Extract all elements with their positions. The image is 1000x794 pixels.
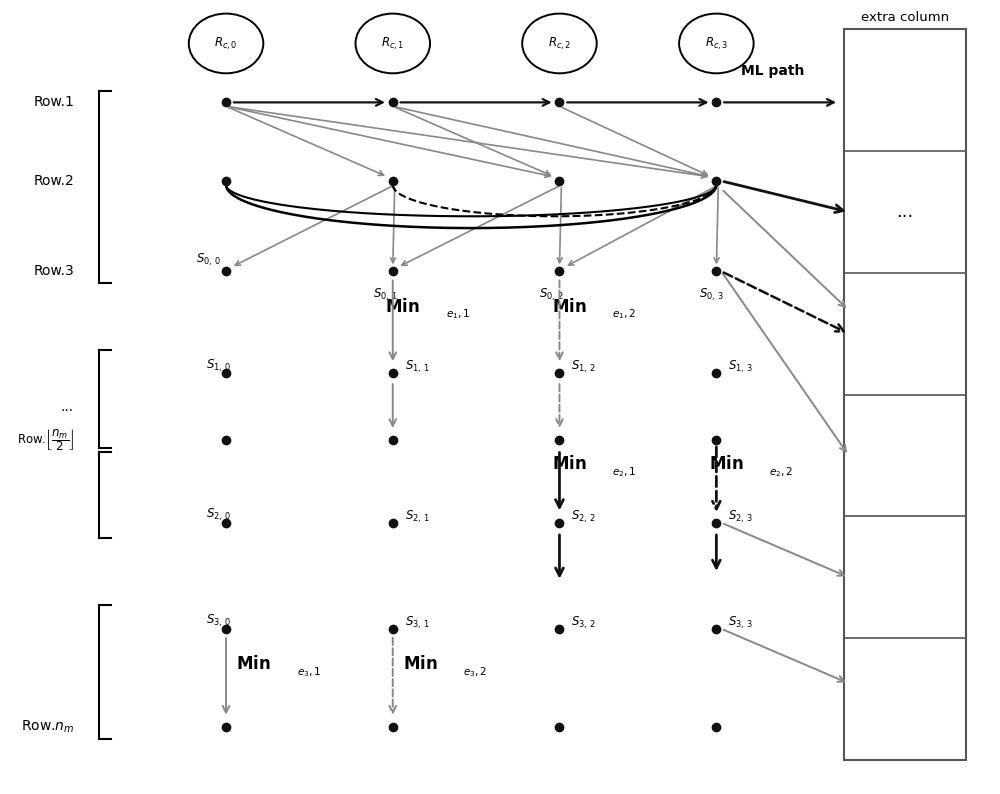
Text: Row.$\left\lfloor\dfrac{n_m}{2}\right\rfloor$: Row.$\left\lfloor\dfrac{n_m}{2}\right\rf… [17, 427, 74, 453]
Text: $S_{0,\,1}$: $S_{0,\,1}$ [373, 287, 397, 303]
Text: Row.$n_m$: Row.$n_m$ [21, 719, 74, 735]
Text: $\mathbf{Min}$: $\mathbf{Min}$ [403, 655, 437, 673]
Text: $e_3,2$: $e_3,2$ [463, 665, 488, 679]
Text: $R_{c,1}$: $R_{c,1}$ [381, 35, 404, 52]
Text: $S_{1,\,2}$: $S_{1,\,2}$ [571, 359, 596, 376]
Text: $R_{c,2}$: $R_{c,2}$ [548, 35, 571, 52]
Text: $S_{0,\,3}$: $S_{0,\,3}$ [699, 287, 724, 303]
Text: $\mathbf{Min}$: $\mathbf{Min}$ [552, 455, 586, 472]
Text: $R_{c,0}$: $R_{c,0}$ [214, 35, 238, 52]
Text: Row.3: Row.3 [33, 264, 74, 278]
Text: $S_{1,\,0}$: $S_{1,\,0}$ [206, 357, 231, 374]
Text: ML path: ML path [741, 64, 804, 78]
Text: $S_{0,\,0}$: $S_{0,\,0}$ [196, 252, 221, 268]
Bar [844, 29, 966, 760]
Text: $S_{3,\,0}$: $S_{3,\,0}$ [206, 613, 231, 629]
Text: $S_{1,\,1}$: $S_{1,\,1}$ [405, 359, 429, 376]
Text: $S_{0,\,2}$: $S_{0,\,2}$ [539, 287, 564, 303]
Text: Row.1: Row.1 [33, 95, 74, 110]
Text: $\mathbf{Min}$: $\mathbf{Min}$ [236, 655, 271, 673]
Text: $e_1,1$: $e_1,1$ [446, 307, 470, 322]
Text: ...: ... [61, 400, 74, 414]
Text: $S_{2,\,3}$: $S_{2,\,3}$ [728, 508, 753, 525]
Text: $S_{3,\,2}$: $S_{3,\,2}$ [571, 615, 596, 630]
Text: $S_{1,\,3}$: $S_{1,\,3}$ [728, 359, 753, 376]
Text: $S_{2,\,1}$: $S_{2,\,1}$ [405, 508, 429, 525]
Text: ...: ... [897, 203, 914, 221]
Text: $S_{2,\,2}$: $S_{2,\,2}$ [571, 508, 596, 525]
Text: $S_{2,\,0}$: $S_{2,\,0}$ [206, 507, 231, 523]
Text: $\mathbf{Min}$: $\mathbf{Min}$ [552, 298, 586, 316]
Text: $\mathbf{Min}$: $\mathbf{Min}$ [709, 455, 743, 472]
Text: $e_3,1$: $e_3,1$ [297, 665, 321, 679]
Text: $S_{3,\,1}$: $S_{3,\,1}$ [405, 615, 429, 630]
Text: $e_1,2$: $e_1,2$ [612, 307, 637, 322]
Text: $\mathbf{Min}$: $\mathbf{Min}$ [385, 298, 420, 316]
Text: $e_2,2$: $e_2,2$ [769, 464, 793, 479]
Text: $R_{c,3}$: $R_{c,3}$ [705, 35, 728, 52]
Text: Row.2: Row.2 [33, 174, 74, 188]
Text: extra column: extra column [861, 11, 949, 24]
Text: $S_{3,\,3}$: $S_{3,\,3}$ [728, 615, 753, 630]
Text: $e_2,1$: $e_2,1$ [612, 464, 637, 479]
